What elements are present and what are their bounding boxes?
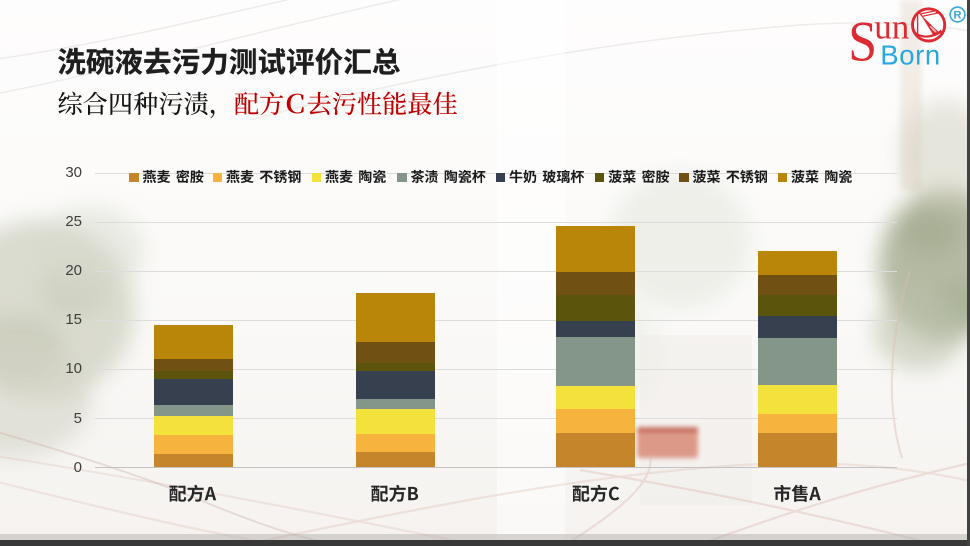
svg-text:un: un [874, 7, 909, 46]
svg-text:Born: Born [880, 40, 941, 71]
svg-text:R: R [954, 9, 962, 21]
svg-text:S: S [848, 9, 877, 73]
